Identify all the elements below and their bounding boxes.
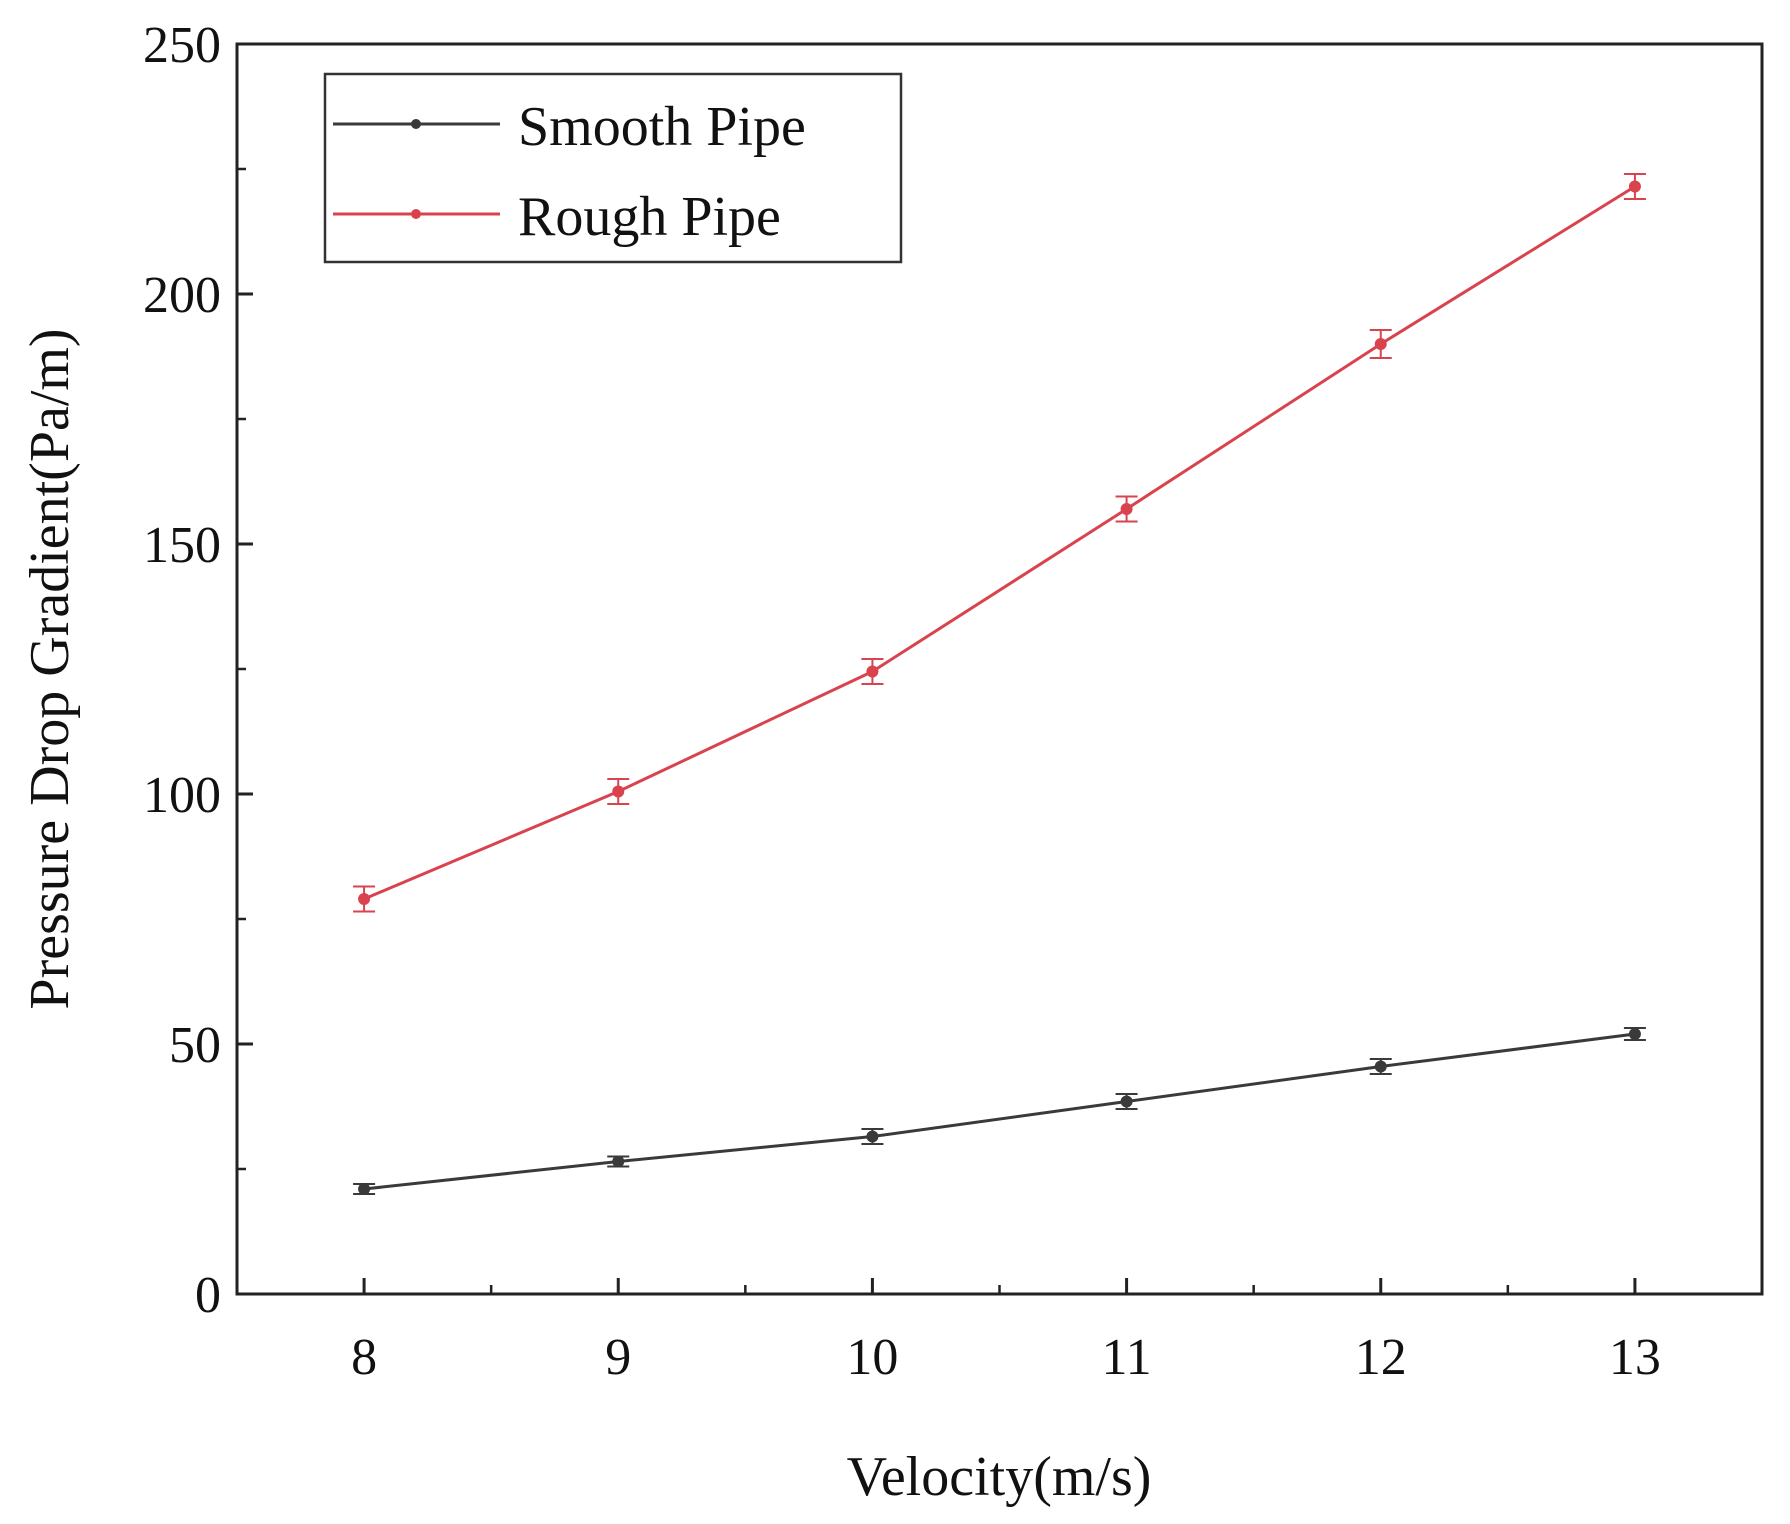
x-tick-label: 13 (1609, 1329, 1661, 1386)
data-point (1628, 1028, 1641, 1040)
x-tick-label: 8 (351, 1329, 377, 1386)
x-tick-label: 9 (605, 1329, 631, 1386)
x-tick-label: 11 (1102, 1329, 1152, 1386)
y-tick-label: 200 (143, 267, 221, 324)
y-tick-label: 100 (143, 767, 221, 824)
legend-label-rough-pipe: Rough Pipe (518, 186, 781, 248)
series-line-rough-pipe (363, 185, 1636, 901)
data-point (612, 785, 625, 798)
series-smooth-pipe (353, 1027, 1646, 1195)
data-point (358, 1183, 371, 1195)
plot-frame (235, 42, 1764, 1296)
tick-labels: 8 9 10 11 12 13 0 50 100 150 200 250 (143, 17, 1661, 1386)
series-line-smooth-pipe (363, 1032, 1636, 1191)
y-axis-title: Pressure Drop Gradient(Pa/m) (19, 328, 81, 1009)
x-tick-label: 10 (846, 1329, 898, 1386)
y-tick-label: 0 (195, 1267, 221, 1324)
y-tick-label: 250 (143, 17, 221, 74)
x-tick-label: 12 (1355, 1329, 1407, 1386)
data-point (1374, 338, 1387, 350)
legend: Smooth Pipe Rough Pipe (323, 72, 903, 264)
data-point (1120, 1095, 1133, 1108)
data-point (1628, 180, 1641, 193)
data-point (866, 665, 879, 678)
legend-label-smooth-pipe: Smooth Pipe (518, 96, 806, 158)
data-point (358, 893, 371, 905)
series-rough-pipe (353, 173, 1646, 913)
data-point (866, 1130, 879, 1143)
legend-marker-rough-pipe (411, 209, 421, 219)
data-point (1120, 503, 1133, 515)
data-point (612, 1155, 625, 1168)
x-axis-title: Velocity(m/s) (847, 1446, 1152, 1508)
legend-box (323, 72, 903, 264)
y-tick-label: 150 (143, 517, 221, 574)
legend-marker-smooth-pipe (411, 119, 421, 129)
y-tick-label: 50 (169, 1017, 221, 1074)
series-layer (353, 173, 1646, 1195)
data-point (1374, 1060, 1387, 1073)
